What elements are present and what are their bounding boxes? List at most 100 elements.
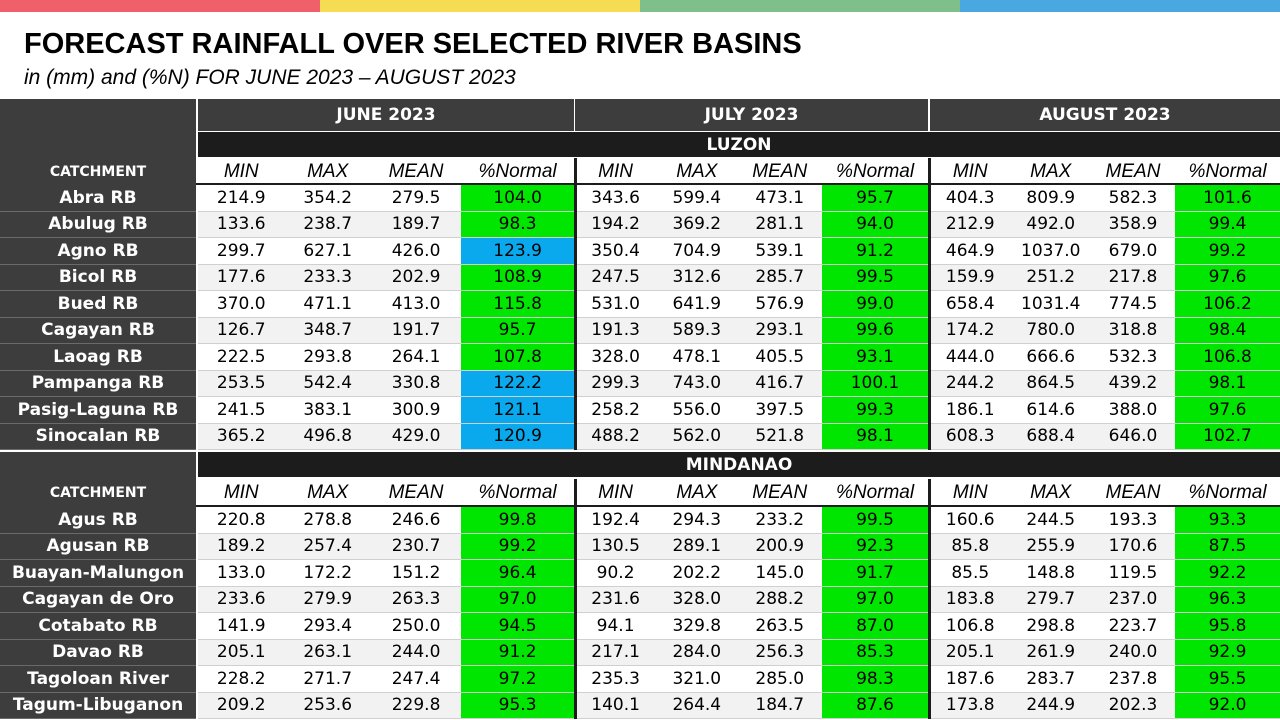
value-cell: 318.8 <box>1091 317 1175 344</box>
percent-normal-cell: 95.7 <box>822 185 928 212</box>
value-cell: 413.0 <box>370 291 462 318</box>
month-header-1: JULY 2023 <box>575 99 928 131</box>
value-cell: 809.9 <box>1010 185 1091 212</box>
value-cell: 444.0 <box>930 344 1011 371</box>
value-cell: 183.8 <box>930 586 1011 613</box>
catchment-label: CATCHMENT <box>49 484 147 501</box>
value-cell: 294.3 <box>656 507 738 534</box>
catchment-name: Agusan RB <box>0 533 196 560</box>
value-cell: 350.4 <box>575 238 657 265</box>
header-divider <box>196 505 1280 507</box>
value-cell: 289.1 <box>656 533 738 560</box>
value-cell: 247.4 <box>370 666 462 693</box>
value-cell: 293.4 <box>284 613 371 640</box>
value-cell: 299.7 <box>198 238 285 265</box>
value-cell: 172.2 <box>284 560 371 587</box>
value-cell: 264.4 <box>656 692 738 719</box>
value-cell: 189.7 <box>370 211 462 238</box>
value-cell: 256.3 <box>737 639 823 666</box>
value-cell: 233.2 <box>737 507 823 534</box>
value-cell: 397.5 <box>737 397 823 424</box>
value-cell: 321.0 <box>656 666 738 693</box>
top-bar-segment-red <box>0 0 320 12</box>
value-cell: 202.9 <box>370 264 462 291</box>
catchment-header-block-2 <box>0 452 196 507</box>
percent-normal-cell: 99.8 <box>461 507 574 534</box>
percent-normal-cell: 99.2 <box>461 533 574 560</box>
value-cell: 627.1 <box>284 238 371 265</box>
percent-normal-cell: 96.4 <box>461 560 574 587</box>
catchment-name: Agus RB <box>0 507 196 534</box>
column-header-mean: MEAN <box>388 481 444 503</box>
value-cell: 106.8 <box>930 613 1011 640</box>
value-cell: 562.0 <box>656 423 738 450</box>
value-cell: 743.0 <box>656 370 738 397</box>
value-cell: 330.8 <box>370 370 462 397</box>
value-cell: 328.0 <box>656 586 738 613</box>
top-bar-segment-yellow <box>320 0 640 12</box>
value-cell: 223.7 <box>1091 613 1175 640</box>
value-cell: 646.0 <box>1091 423 1175 450</box>
value-cell: 126.7 <box>198 317 285 344</box>
value-cell: 293.1 <box>737 317 823 344</box>
value-cell: 531.0 <box>575 291 657 318</box>
value-cell: 329.8 <box>656 613 738 640</box>
percent-normal-cell: 87.5 <box>1175 533 1280 560</box>
value-cell: 279.5 <box>370 185 462 212</box>
value-cell: 496.8 <box>284 423 371 450</box>
percent-normal-cell: 87.6 <box>822 692 928 719</box>
value-cell: 1031.4 <box>1010 291 1091 318</box>
value-cell: 388.0 <box>1091 397 1175 424</box>
value-cell: 556.0 <box>656 397 738 424</box>
value-cell: 187.6 <box>930 666 1011 693</box>
value-cell: 299.3 <box>575 370 657 397</box>
percent-normal-cell: 92.3 <box>822 533 928 560</box>
value-cell: 257.4 <box>284 533 371 560</box>
value-cell: 237.8 <box>1091 666 1175 693</box>
percent-normal-cell: 106.8 <box>1175 344 1280 371</box>
percent-normal-cell: 108.9 <box>461 264 574 291</box>
value-cell: 679.0 <box>1091 238 1175 265</box>
catchment-name: Laoag RB <box>0 344 196 371</box>
column-header-pct-normal: %Normal <box>835 160 915 182</box>
value-cell: 133.6 <box>198 211 285 238</box>
column-header-min: MIN <box>952 160 988 182</box>
value-cell: 247.5 <box>575 264 657 291</box>
percent-normal-cell: 98.1 <box>822 423 928 450</box>
value-cell: 426.0 <box>370 238 462 265</box>
value-cell: 202.3 <box>1091 692 1175 719</box>
value-cell: 641.9 <box>656 291 738 318</box>
value-cell: 220.8 <box>198 507 285 534</box>
percent-normal-cell: 121.1 <box>461 397 574 424</box>
catchment-name: Buayan-Malungon <box>0 560 196 587</box>
column-header-max: MAX <box>307 160 349 182</box>
value-cell: 542.4 <box>284 370 371 397</box>
value-cell: 209.2 <box>198 692 285 719</box>
percent-normal-cell: 100.1 <box>822 370 928 397</box>
value-cell: 189.2 <box>198 533 285 560</box>
percent-normal-cell: 104.0 <box>461 185 574 212</box>
column-header-max: MAX <box>676 481 718 503</box>
value-cell: 383.1 <box>284 397 371 424</box>
value-cell: 774.5 <box>1091 291 1175 318</box>
month-divider <box>574 479 577 719</box>
percent-normal-cell: 99.5 <box>822 507 928 534</box>
percent-normal-cell: 97.0 <box>822 586 928 613</box>
value-cell: 229.8 <box>370 692 462 719</box>
value-cell: 658.4 <box>930 291 1011 318</box>
value-cell: 358.9 <box>1091 211 1175 238</box>
percent-normal-cell: 92.2 <box>1175 560 1280 587</box>
value-cell: 300.9 <box>370 397 462 424</box>
catchment-label: CATCHMENT <box>49 163 147 180</box>
column-header-min: MIN <box>952 481 988 503</box>
percent-normal-cell: 97.2 <box>461 666 574 693</box>
value-cell: 244.5 <box>1010 507 1091 534</box>
percent-normal-cell: 102.7 <box>1175 423 1280 450</box>
value-cell: 133.0 <box>198 560 285 587</box>
value-cell: 244.9 <box>1010 692 1091 719</box>
value-cell: 1037.0 <box>1010 238 1091 265</box>
month-divider <box>928 158 931 450</box>
column-header-min: MIN <box>598 481 633 503</box>
value-cell: 205.1 <box>930 639 1011 666</box>
